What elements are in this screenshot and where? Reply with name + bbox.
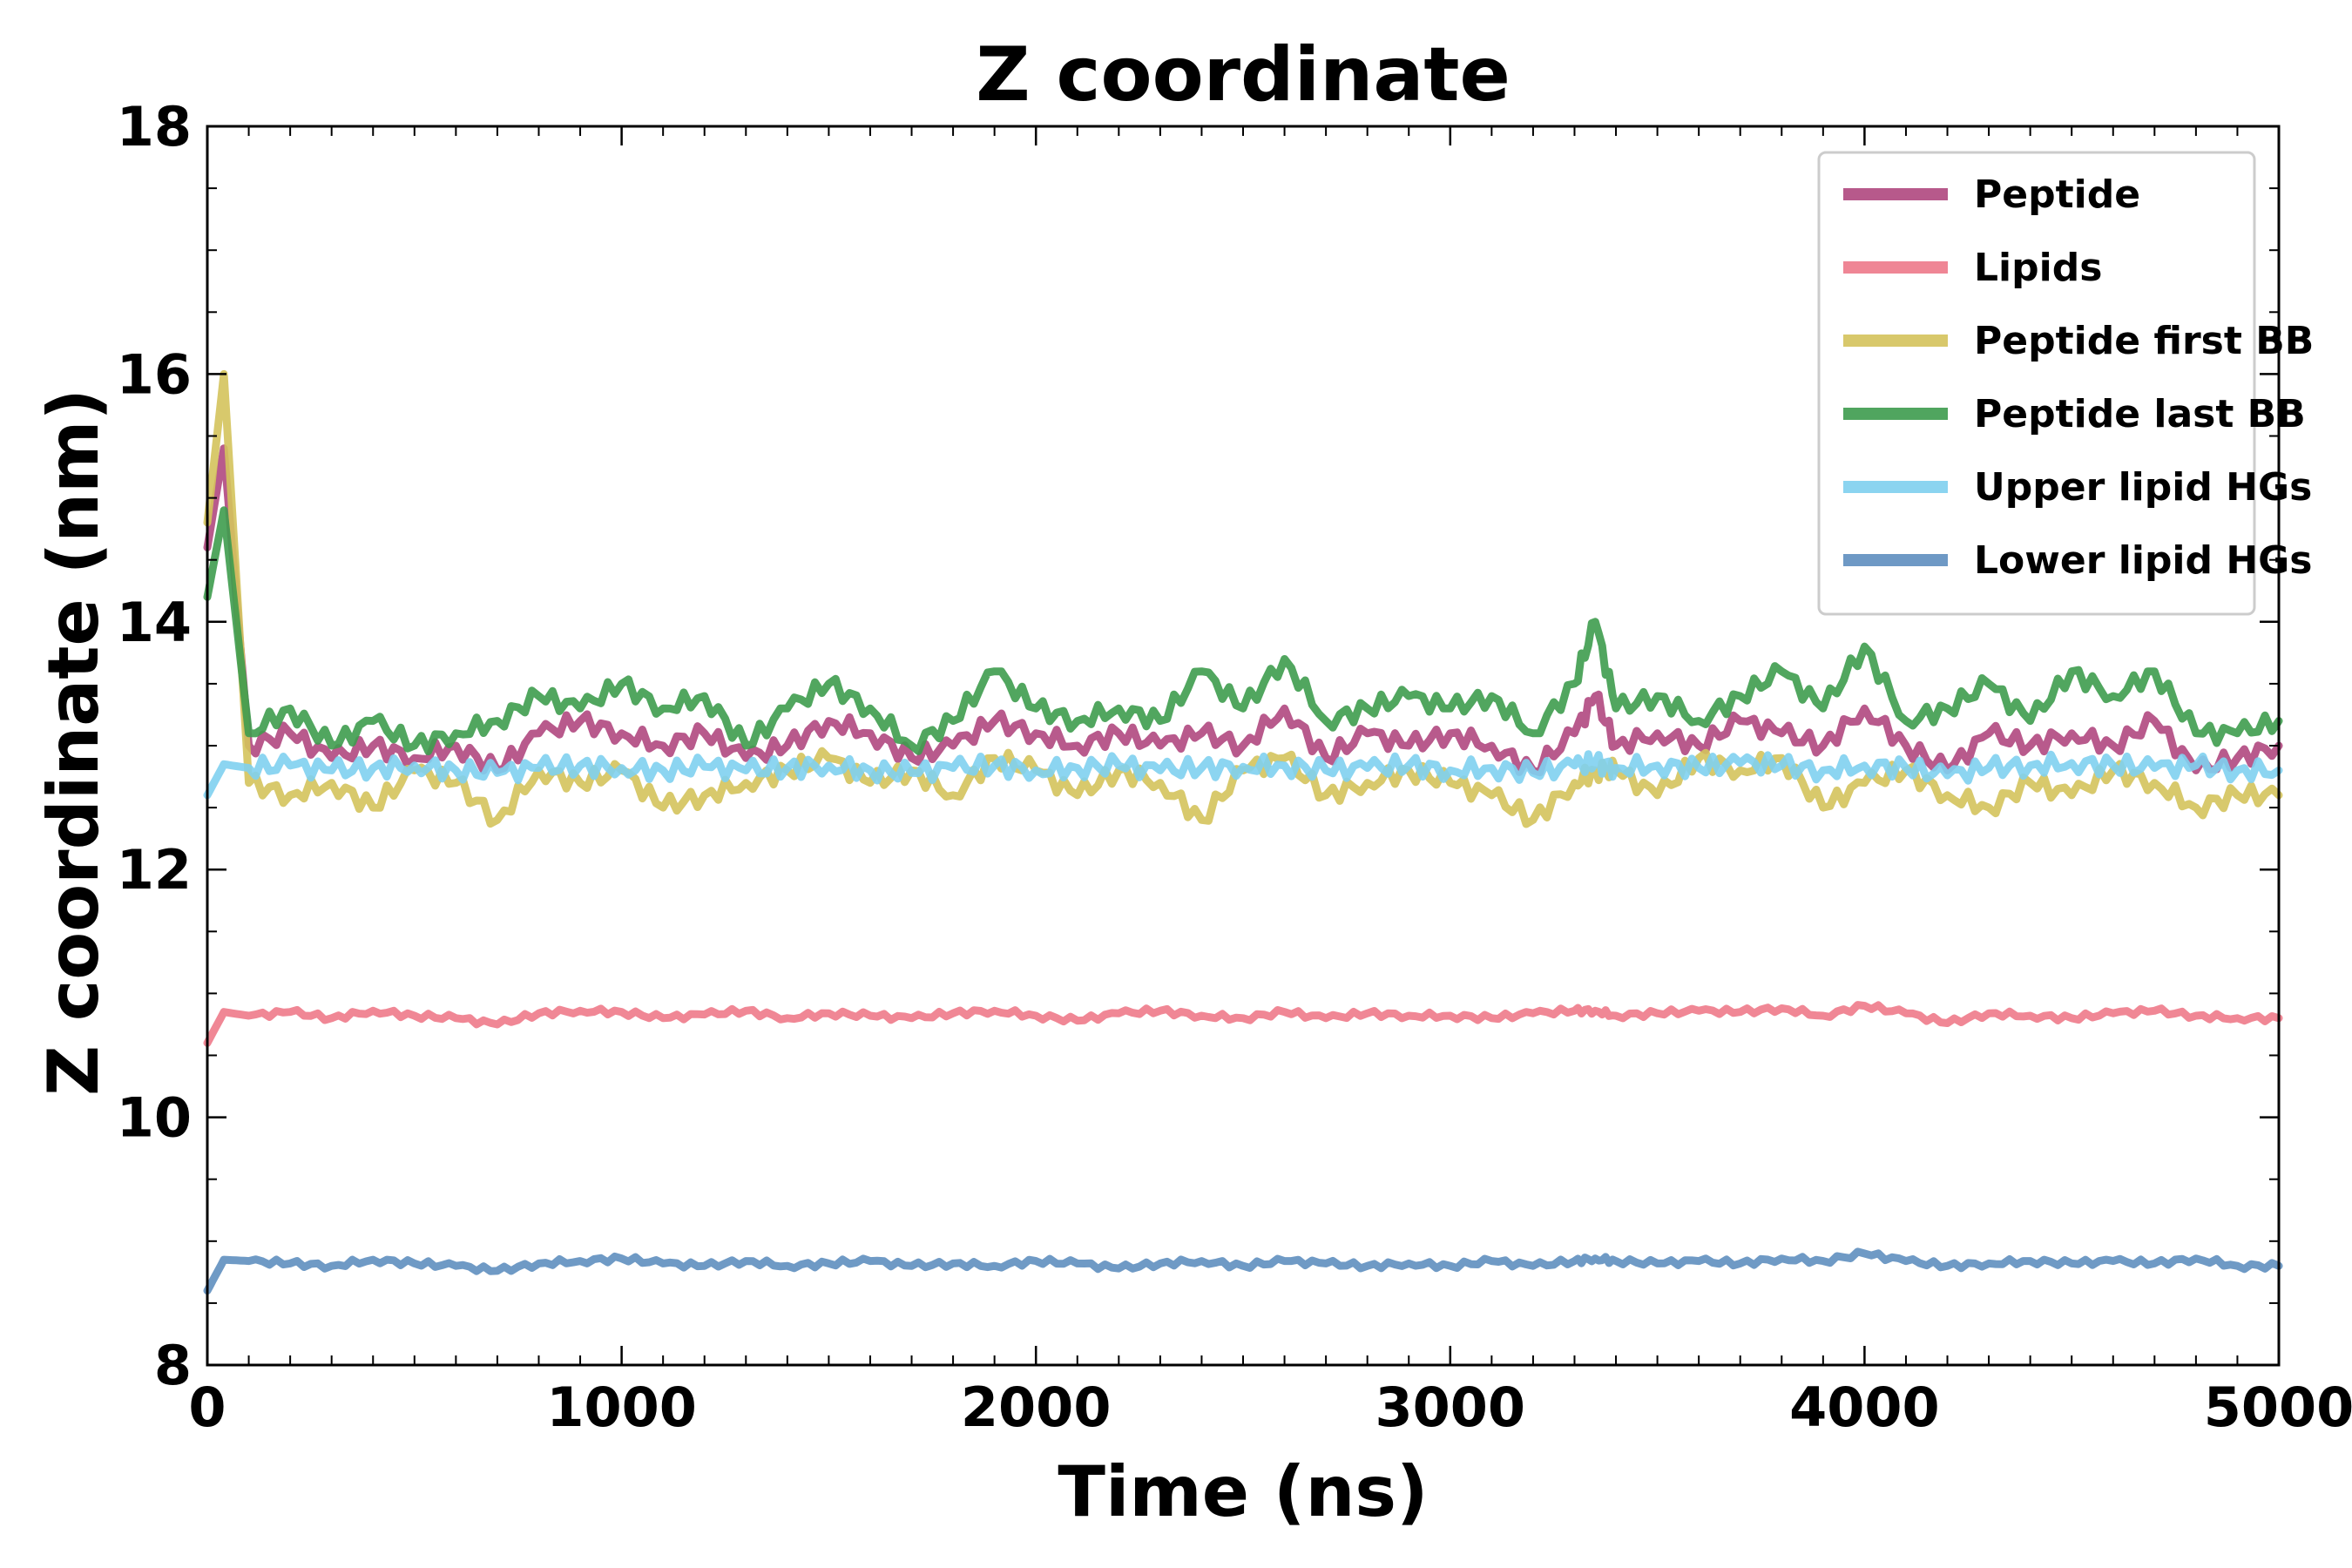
series-line-lipids bbox=[203, 1001, 2283, 1047]
series-line-lower-lipid-hgs bbox=[203, 1247, 2283, 1295]
legend-label: Peptide bbox=[1974, 172, 2140, 217]
y-tick-label: 18 bbox=[117, 95, 192, 159]
legend-label: Peptide last BB bbox=[1974, 392, 2306, 436]
legend-label: Upper lipid HGs bbox=[1974, 465, 2312, 510]
legend: Peptide Lipids Peptide first BB Peptide las… bbox=[1817, 151, 2314, 616]
y-tick-label: 16 bbox=[117, 342, 192, 406]
x-tick-label: 3000 bbox=[1375, 1375, 1526, 1439]
x-tick-label: 4000 bbox=[1789, 1375, 1940, 1439]
series-line-peptide-last-bb bbox=[203, 506, 2283, 755]
y-tick-label: 8 bbox=[154, 1334, 192, 1397]
series-line-peptide bbox=[203, 444, 2283, 777]
x-axis-label: Time (ns) bbox=[1058, 1451, 1428, 1532]
axis-ticks: 0 1000 2000 3000 4000 5000 8 10 12 14 16 18 bbox=[117, 95, 2352, 1439]
x-tick-label: 1000 bbox=[546, 1375, 697, 1439]
x-tick-label: 0 bbox=[188, 1375, 226, 1439]
chart-title: Z coordinate bbox=[976, 31, 1511, 118]
y-tick-label: 12 bbox=[117, 838, 192, 902]
series-line-upper-lipid-hgs bbox=[203, 750, 2283, 800]
legend-label: Lipids bbox=[1974, 246, 2102, 290]
legend-label: Lower lipid HGs bbox=[1974, 538, 2312, 583]
y-tick-label: 14 bbox=[117, 591, 192, 654]
plot-area bbox=[203, 369, 2283, 1295]
x-tick-label: 2000 bbox=[961, 1375, 1112, 1439]
legend-label: Peptide first BB bbox=[1974, 319, 2314, 363]
y-tick-label: 10 bbox=[117, 1086, 192, 1150]
x-tick-label: 5000 bbox=[2204, 1375, 2352, 1439]
y-axis-label: Z coordinate (nm) bbox=[33, 389, 114, 1096]
